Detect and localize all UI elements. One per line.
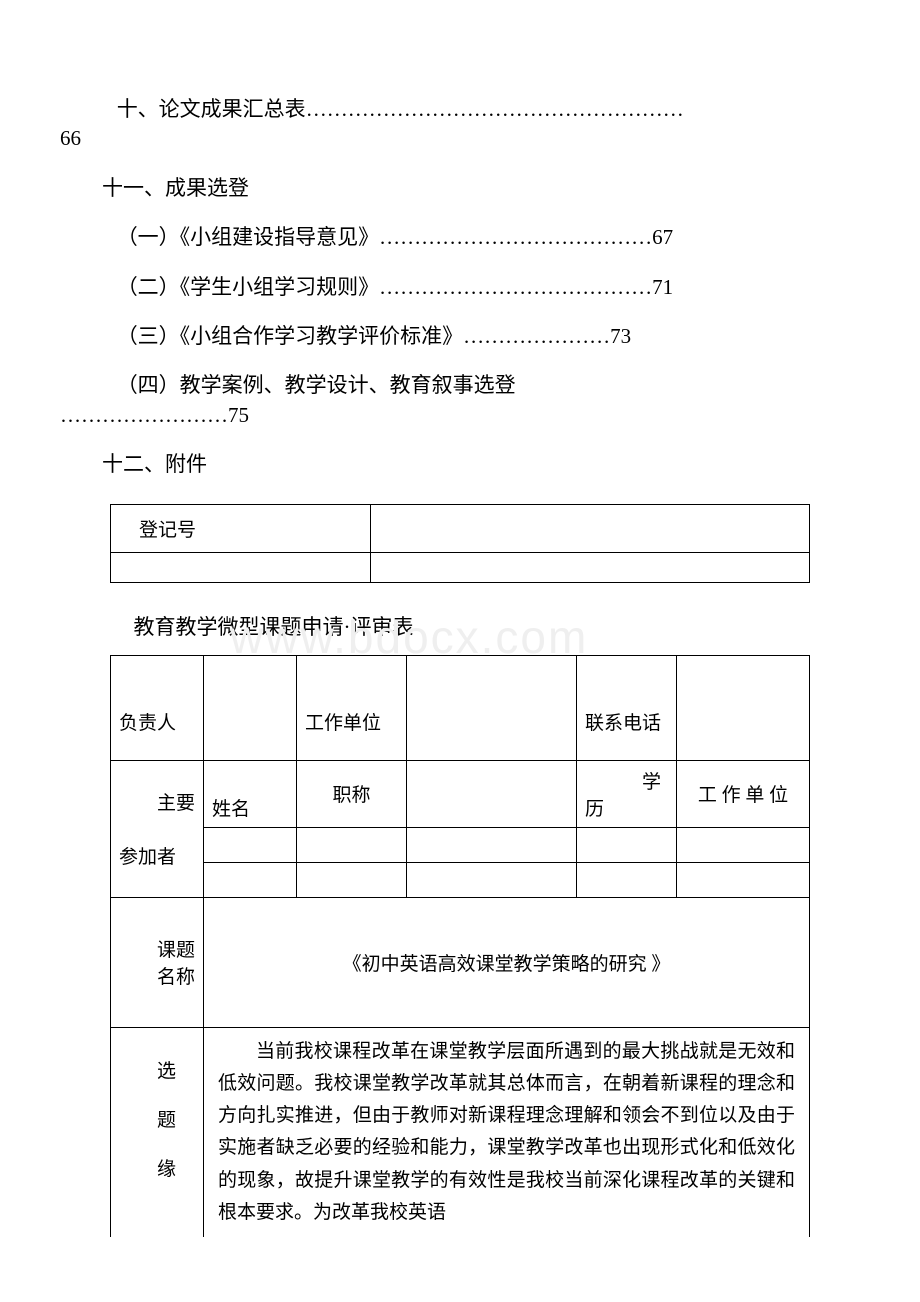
toc-item-12: 十二、附件 xyxy=(60,450,860,479)
name-header: 姓名 xyxy=(204,760,297,827)
toc-sub-4-page: ……………………75 xyxy=(60,401,860,430)
p-title-2 xyxy=(297,862,407,897)
p-edu-2 xyxy=(577,862,677,897)
toc-item-10: 十、论文成果汇总表 xyxy=(60,97,306,121)
p-title-1b xyxy=(407,827,577,862)
p-unit-2 xyxy=(677,862,810,897)
toc-sub-1: （一）《小组建设指导意见》…………………………………67 xyxy=(60,223,860,252)
title-header: 职称 xyxy=(297,760,407,827)
toc-dots: ……………………………………………… xyxy=(306,97,684,121)
p-title-2b xyxy=(407,862,577,897)
form-title: 教育教学微型课题申请·评审表 xyxy=(60,611,860,641)
p-edu-1 xyxy=(577,827,677,862)
participants-label: 主要 参加者 xyxy=(111,760,204,897)
reason-text: 当前我校课程改革在课堂教学层面所遇到的最大挑战就是无效和低效问题。我校课堂教学改… xyxy=(218,1036,795,1230)
reg-empty-2 xyxy=(371,552,810,582)
edu-header: 学历 xyxy=(577,760,677,827)
phone-value xyxy=(677,655,810,760)
application-form: 负责人 工作单位 联系电话 主要 参加者 姓名 职称 学历 工 作 单 位 课题… xyxy=(110,655,810,1238)
p-unit-1 xyxy=(677,827,810,862)
toc-section: 十、论文成果汇总表……………………………………………… 66 十一、成果选登 （… xyxy=(60,95,860,480)
topic-value: 《初中英语高效课堂教学策略的研究 》 xyxy=(204,897,810,1027)
toc-sub-4-label: （四）教学案例、教学设计、教育叙事选登 xyxy=(60,371,860,400)
toc-sub-3: （三）《小组合作学习教学评价标准》…………………73 xyxy=(60,322,860,351)
work-unit-value xyxy=(407,655,577,760)
reg-label: 登记号 xyxy=(111,504,371,552)
unit-header: 工 作 单 位 xyxy=(677,760,810,827)
title-value-h xyxy=(407,760,577,827)
registration-table: 登记号 xyxy=(110,504,810,583)
reg-empty-1 xyxy=(111,552,371,582)
toc-page-66: 66 xyxy=(60,126,81,150)
phone-label: 联系电话 xyxy=(577,655,677,760)
reg-value xyxy=(371,504,810,552)
p-name-2 xyxy=(204,862,297,897)
leader-label: 负责人 xyxy=(111,655,204,760)
topic-label: 课题 名称 xyxy=(111,897,204,1027)
toc-item-11: 十一、成果选登 xyxy=(60,174,860,203)
leader-value xyxy=(204,655,297,760)
toc-sub-2: （二）《学生小组学习规则》…………………………………71 xyxy=(60,273,860,302)
reason-label: 选 题 缘 xyxy=(111,1027,204,1237)
work-unit-label: 工作单位 xyxy=(297,655,407,760)
p-title-1 xyxy=(297,827,407,862)
p-name-1 xyxy=(204,827,297,862)
